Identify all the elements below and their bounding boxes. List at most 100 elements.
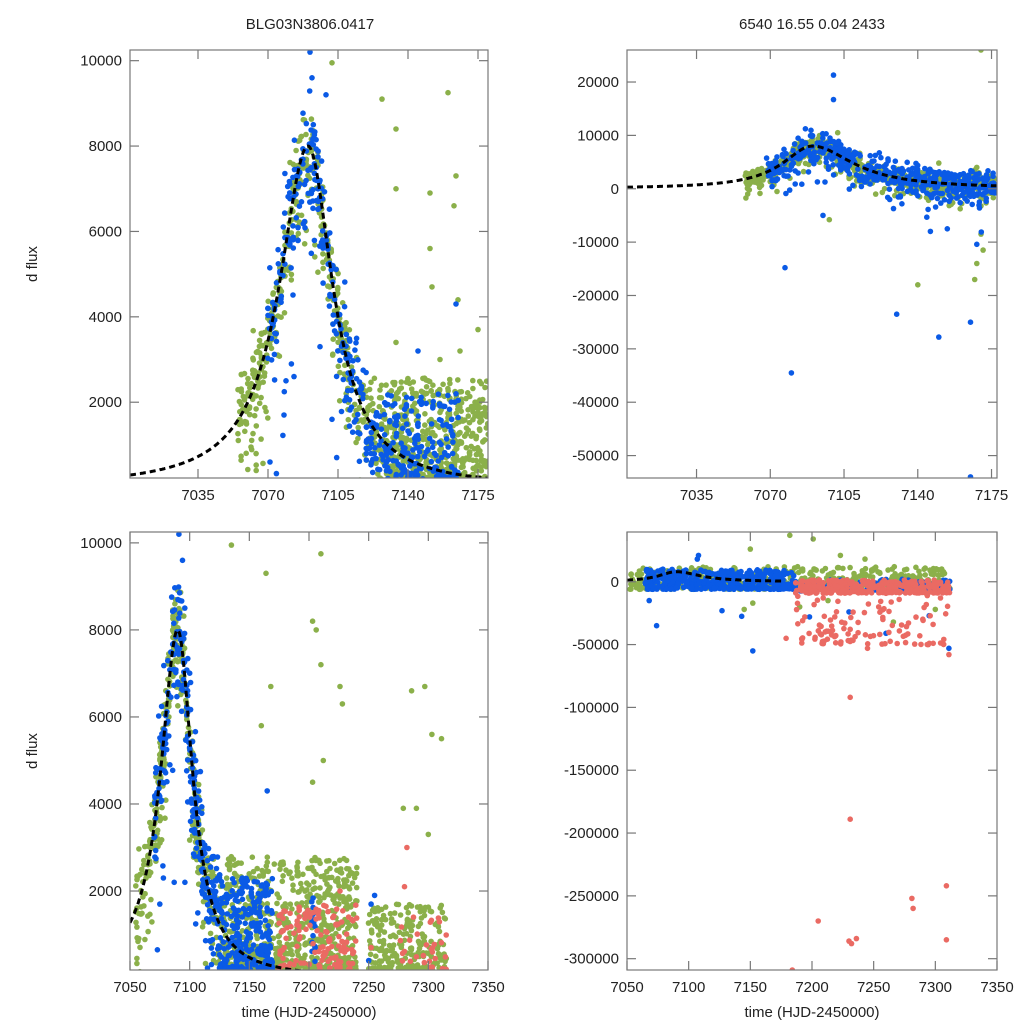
data-point xyxy=(287,901,294,907)
data-point xyxy=(186,837,193,843)
data-point xyxy=(886,186,893,192)
data-point xyxy=(318,932,324,938)
data-point xyxy=(311,132,318,138)
data-point xyxy=(430,382,436,389)
data-point xyxy=(202,960,209,967)
data-point xyxy=(331,896,337,902)
data-point xyxy=(305,190,312,197)
data-point xyxy=(402,966,409,970)
data-point-outlier xyxy=(475,326,481,333)
data-point xyxy=(825,166,832,172)
data-point xyxy=(353,902,359,908)
data-point xyxy=(331,296,338,303)
data-point xyxy=(221,894,228,900)
data-point xyxy=(296,927,302,934)
data-point xyxy=(310,886,316,893)
data-point xyxy=(876,150,883,156)
data-point xyxy=(239,914,246,920)
data-point xyxy=(857,153,863,159)
data-point xyxy=(412,440,418,447)
y-tick-label: 2000 xyxy=(89,883,122,900)
data-point-outlier xyxy=(171,879,177,886)
data-point-outlier xyxy=(318,661,324,668)
data-point-outlier xyxy=(826,216,833,223)
data-point xyxy=(246,411,253,418)
data-point xyxy=(282,170,288,177)
y-tick-label: 10000 xyxy=(80,535,122,552)
data-point-outlier xyxy=(320,757,327,764)
data-point xyxy=(275,313,281,319)
data-point xyxy=(211,989,217,995)
x-tick-label: 7175 xyxy=(461,487,494,504)
data-point xyxy=(311,237,318,244)
data-point xyxy=(420,934,427,941)
data-point xyxy=(250,327,256,334)
data-point xyxy=(388,393,395,399)
data-point xyxy=(814,179,821,185)
data-point xyxy=(136,846,142,852)
data-point xyxy=(335,348,341,354)
data-point xyxy=(372,960,379,966)
data-point xyxy=(436,416,443,423)
data-point xyxy=(251,368,258,374)
data-point xyxy=(376,403,383,410)
data-point xyxy=(368,379,374,386)
data-point xyxy=(430,392,437,399)
data-point-outlier xyxy=(834,129,841,136)
data-point xyxy=(418,394,425,401)
data-point xyxy=(955,182,962,188)
data-point xyxy=(408,386,415,392)
data-point xyxy=(319,957,325,964)
data-point xyxy=(212,877,219,884)
data-point xyxy=(799,138,805,145)
data-point xyxy=(342,362,348,369)
data-point xyxy=(368,450,374,457)
data-point xyxy=(374,520,380,526)
x-tick-label: 7105 xyxy=(827,487,860,504)
data-point xyxy=(466,419,473,426)
data-point xyxy=(260,342,266,349)
data-point xyxy=(871,174,877,181)
data-point xyxy=(431,941,438,948)
data-point xyxy=(769,183,775,190)
data-point xyxy=(324,858,330,864)
data-point xyxy=(207,930,214,937)
data-point xyxy=(282,229,288,235)
data-point xyxy=(819,130,826,137)
data-point xyxy=(920,185,926,191)
data-point xyxy=(283,935,289,942)
data-point-outlier xyxy=(830,72,837,78)
data-point xyxy=(973,191,979,197)
data-point xyxy=(418,465,425,472)
data-point xyxy=(443,460,450,466)
data-point xyxy=(250,942,257,948)
data-point xyxy=(892,170,898,176)
data-point xyxy=(265,868,272,875)
data-point xyxy=(435,915,442,921)
data-point xyxy=(455,377,461,383)
data-point xyxy=(340,376,347,383)
data-point xyxy=(321,189,328,195)
y-tick-label: 6000 xyxy=(89,223,122,240)
data-point xyxy=(279,947,286,954)
data-point xyxy=(485,431,488,438)
data-point xyxy=(342,956,348,962)
data-point xyxy=(296,907,303,914)
data-point xyxy=(335,943,342,949)
data-point xyxy=(194,815,201,821)
data-point xyxy=(436,928,443,935)
data-point xyxy=(930,169,936,175)
data-point xyxy=(924,190,930,196)
data-point xyxy=(294,943,300,950)
data-point xyxy=(414,904,421,910)
data-point xyxy=(467,393,473,400)
data-point xyxy=(214,993,220,999)
data-point xyxy=(264,905,270,911)
data-point-outlier xyxy=(427,190,433,196)
data-point xyxy=(442,954,449,960)
data-point xyxy=(257,920,264,926)
data-point xyxy=(270,291,276,297)
data-point xyxy=(338,408,345,415)
data-point xyxy=(260,379,267,386)
data-point xyxy=(381,432,388,438)
